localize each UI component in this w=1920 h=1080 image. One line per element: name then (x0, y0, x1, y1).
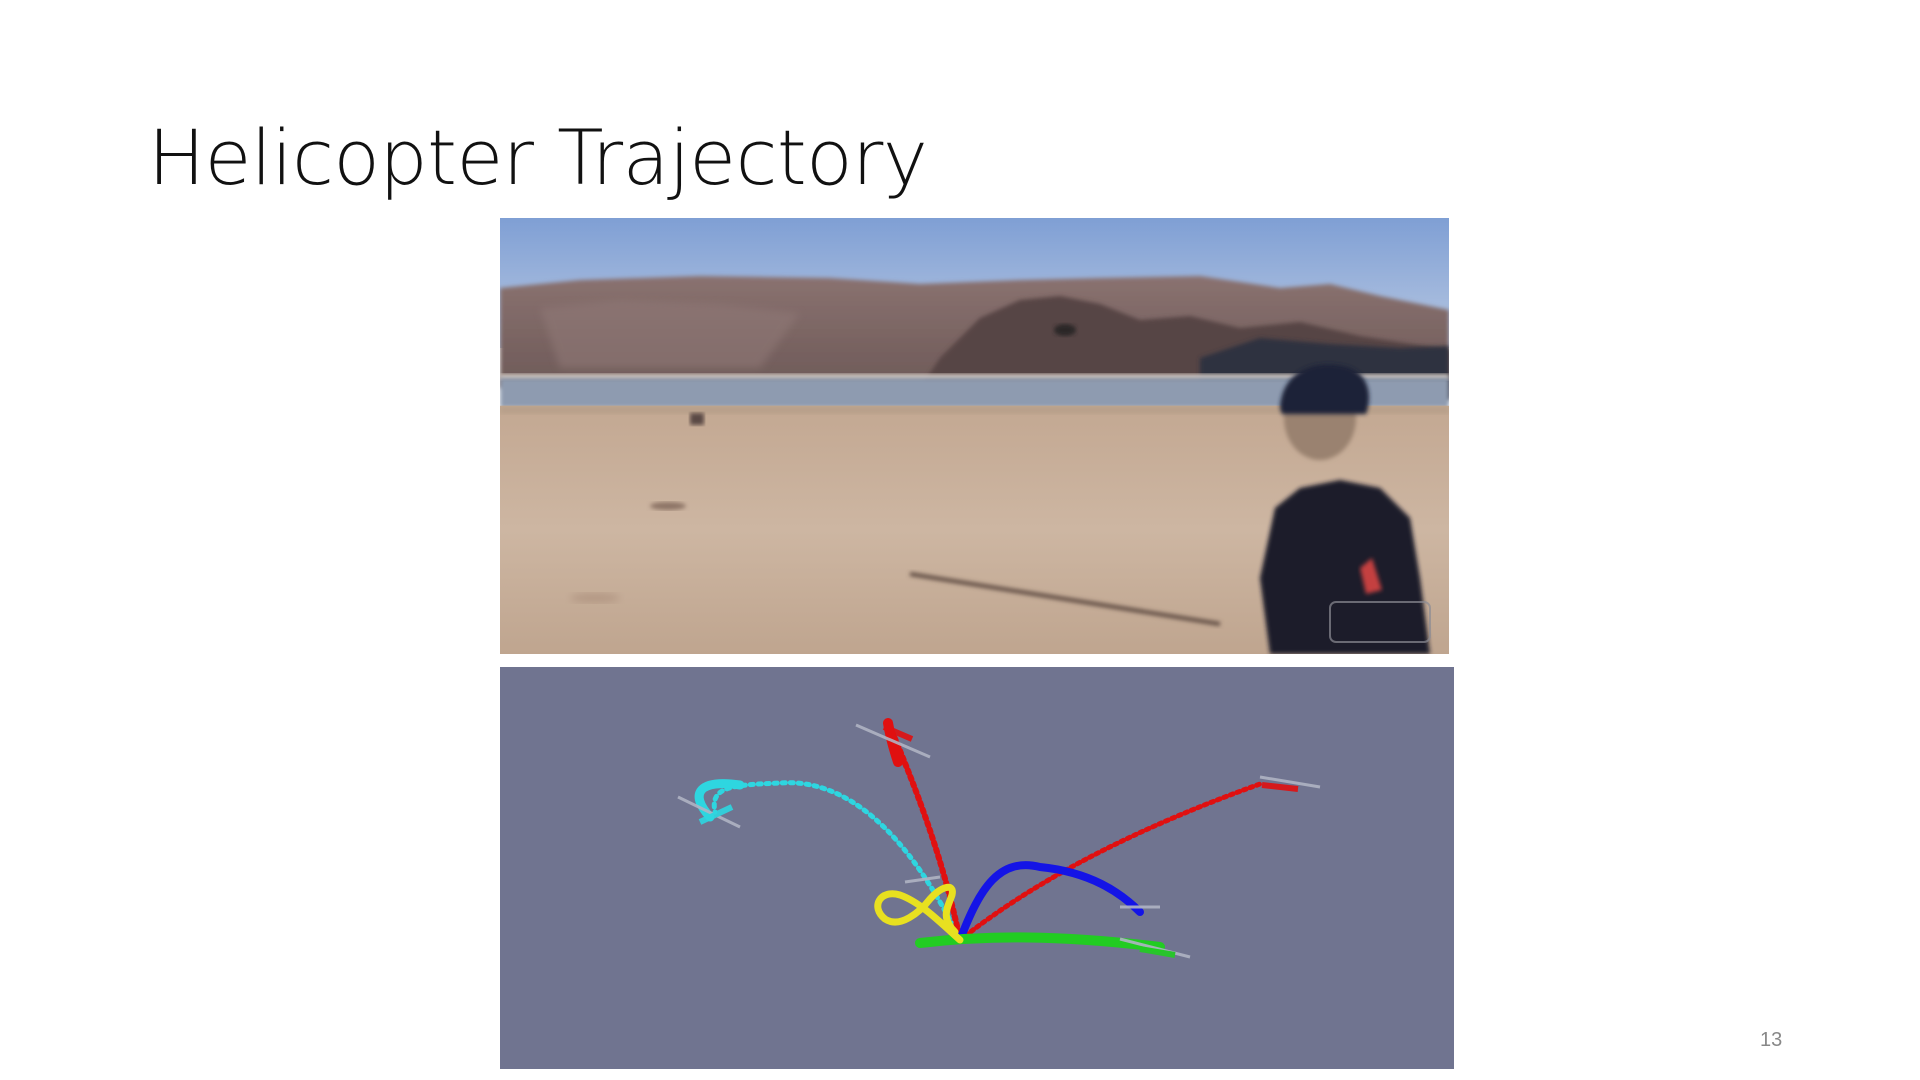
helicopter-flight-photo (500, 218, 1449, 654)
trajectory-simulation-image (500, 667, 1454, 1069)
page-number: 13 (1760, 1029, 1783, 1051)
helicopter-trajectory-3d-render-icon (500, 667, 1454, 1069)
slide-title: Helicopter Trajectory (148, 113, 928, 202)
helicopter-flight-video-frame-icon (500, 218, 1449, 654)
